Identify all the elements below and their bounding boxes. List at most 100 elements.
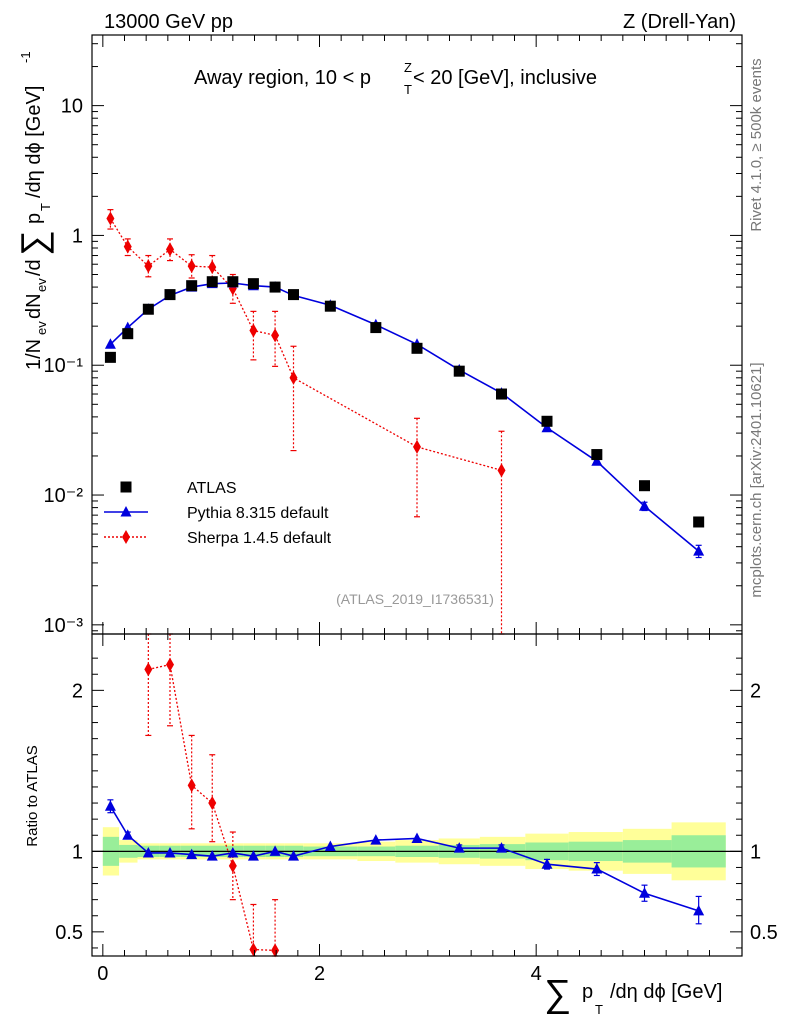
axes: 10 1 10⁻¹ 10⁻² 10⁻³ 0 2 4 0.5 0.5 1 1 2 2 [44,34,778,985]
data-point [166,242,174,257]
data-point [249,323,258,338]
data-point [186,848,198,860]
svg-text:-1: -1 [18,51,33,63]
data-point [186,280,198,292]
data-point [693,516,705,528]
main-y-tick-label: 10⁻³ [44,615,84,637]
data-point [288,289,299,301]
data-point [288,850,299,861]
data-point [411,832,423,843]
data-point [639,500,650,511]
data-point [496,842,507,853]
data-point [142,303,154,315]
data-point [497,463,506,478]
data-point [247,850,259,861]
legend-marker [122,530,130,544]
data-point [370,834,382,845]
data-point [104,338,116,349]
data-point [166,657,174,672]
main-title-part-1: Away region, 10 < p [194,67,371,89]
data-point [271,943,280,958]
data-point [639,480,650,492]
data-point [453,842,465,853]
data-point [144,662,153,677]
svg-text:ev: ev [34,278,49,292]
analysis-watermark: (ATLAS_2019_I1736531) [336,591,494,607]
data-point [269,281,281,293]
data-point [271,328,280,343]
legend-marker [120,506,132,517]
ratio-frame [91,633,743,957]
main-y-tick-label: 1 [72,225,83,247]
svg-text:/d: /d [23,259,45,276]
legend-label: Pythia 8.315 default [187,505,329,522]
data-point [208,796,217,811]
data-point [144,259,153,274]
data-point [411,342,423,354]
data-point [187,259,196,274]
legend-label: Sherpa 1.4.5 default [187,530,332,547]
source-label: mcplots.cern.ch [arXiv:2401.10621] [748,362,765,597]
svg-text:T: T [595,1002,603,1017]
data-point [187,778,196,793]
x-axis-label: ∑ p T /dη dϕ [GeV] [544,973,722,1017]
series-sherpa-1-4-5-default [106,209,506,635]
main-y-tick-label: 10⁻¹ [44,355,84,377]
data-point [541,858,553,869]
data-point [541,415,553,427]
ratio-y-tick-label: 1 [72,841,83,863]
data-point [289,370,298,385]
series-sherpa-1-4-5-default [144,633,280,958]
legend-item: Sherpa 1.4.5 default [104,530,332,547]
svg-text:∑: ∑ [13,230,54,256]
data-point [247,278,259,290]
rivet-label: Rivet 4.1.0, ≥ 500k events [748,58,765,231]
data-point [591,449,603,461]
data-point [228,858,237,873]
data-point [324,840,336,852]
data-point [413,439,421,454]
svg-text:T: T [38,203,53,211]
data-point [208,260,217,275]
ratio-y-tick-label-right: 1 [750,841,761,863]
legend-marker [120,481,132,493]
data-point [249,942,258,957]
data-point [639,887,650,898]
data-point [206,276,218,288]
data-point [164,846,176,858]
data-point [227,846,239,858]
data-point [142,846,154,858]
data-point [122,829,134,840]
legend-label: ATLAS [187,480,237,497]
data-point [591,863,603,874]
data-point [164,289,176,301]
data-point [693,545,705,556]
data-point [541,421,553,433]
svg-text:/dη dϕ [GeV]: /dη dϕ [GeV] [610,981,722,1003]
main-y-tick-label: 10 [61,96,83,118]
data-point [106,211,115,226]
main-y-tick-label: 10⁻² [44,485,84,507]
data-point [227,276,239,288]
svg-text:ev: ev [34,321,49,335]
ratio-series [92,633,742,958]
energy-label: 13000 GeV pp [104,11,233,33]
data-point [269,845,281,856]
data-point [370,322,382,334]
svg-text:/dη dϕ [GeV]: /dη dϕ [GeV] [23,86,45,198]
series-pythia-8-315-default [104,799,705,925]
data-point [453,365,465,377]
svg-text:p: p [582,981,593,1003]
x-tick-label: 0 [97,963,108,985]
main-ylabel: 1/N ev dN ev /d ∑ p T /dη dϕ [GeV] -1 [13,51,54,370]
data-point [324,300,336,312]
data-point [122,328,134,340]
data-point [496,388,507,400]
data-point [123,239,132,254]
svg-text:1/N: 1/N [23,339,45,370]
main-series [104,209,705,635]
x-tick-label: 4 [531,963,542,985]
legend-item: ATLAS [120,480,237,497]
